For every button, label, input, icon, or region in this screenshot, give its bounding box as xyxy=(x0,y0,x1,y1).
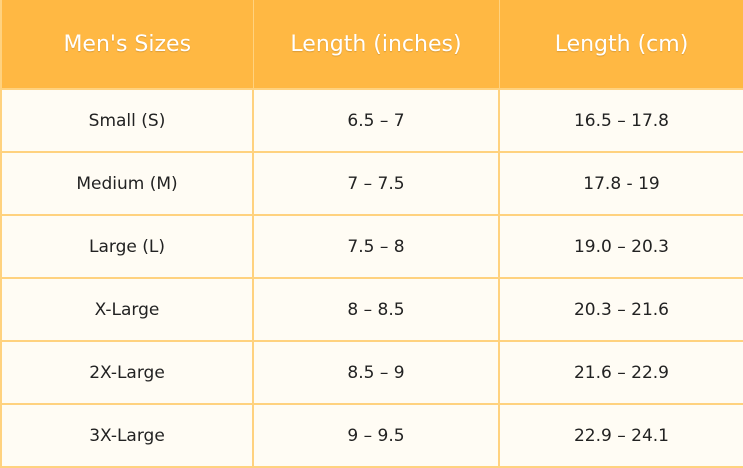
header-size: Men's Sizes xyxy=(0,0,254,89)
size-cell: Large (L) xyxy=(0,214,254,279)
length-cm-cell: 16.5 – 17.8 xyxy=(498,88,743,153)
table-row: 3X-Large 9 – 9.5 22.9 – 24.1 xyxy=(0,403,743,468)
size-cell: 3X-Large xyxy=(0,403,254,468)
table-row: Large (L) 7.5 – 8 19.0 – 20.3 xyxy=(0,214,743,279)
length-inches-cell: 6.5 – 7 xyxy=(252,88,500,153)
length-cm-cell: 21.6 – 22.9 xyxy=(498,340,743,405)
size-cell: Medium (M) xyxy=(0,151,254,216)
size-cell: 2X-Large xyxy=(0,340,254,405)
length-cm-cell: 19.0 – 20.3 xyxy=(498,214,743,279)
size-cell: Small (S) xyxy=(0,88,254,153)
length-cm-cell: 20.3 – 21.6 xyxy=(498,277,743,342)
length-cm-cell: 22.9 – 24.1 xyxy=(498,403,743,468)
length-inches-cell: 8 – 8.5 xyxy=(252,277,500,342)
table-body: Small (S) 6.5 – 7 16.5 – 17.8 Medium (M) 7 –… xyxy=(0,88,743,468)
length-cm-cell: 17.8 - 19 xyxy=(498,151,743,216)
table-row: 2X-Large 8.5 – 9 21.6 – 22.9 xyxy=(0,340,743,405)
length-inches-cell: 7 – 7.5 xyxy=(252,151,500,216)
length-inches-cell: 9 – 9.5 xyxy=(252,403,500,468)
length-inches-cell: 8.5 – 9 xyxy=(252,340,500,405)
table-row: X-Large 8 – 8.5 20.3 – 21.6 xyxy=(0,277,743,342)
size-cell: X-Large xyxy=(0,277,254,342)
header-row: Men's Sizes Length (inches) Length (cm) xyxy=(0,0,743,89)
header-length-inches: Length (inches) xyxy=(252,0,500,89)
table-row: Medium (M) 7 – 7.5 17.8 - 19 xyxy=(0,151,743,216)
header-length-cm: Length (cm) xyxy=(498,0,743,89)
table-row: Small (S) 6.5 – 7 16.5 – 17.8 xyxy=(0,88,743,153)
length-inches-cell: 7.5 – 8 xyxy=(252,214,500,279)
